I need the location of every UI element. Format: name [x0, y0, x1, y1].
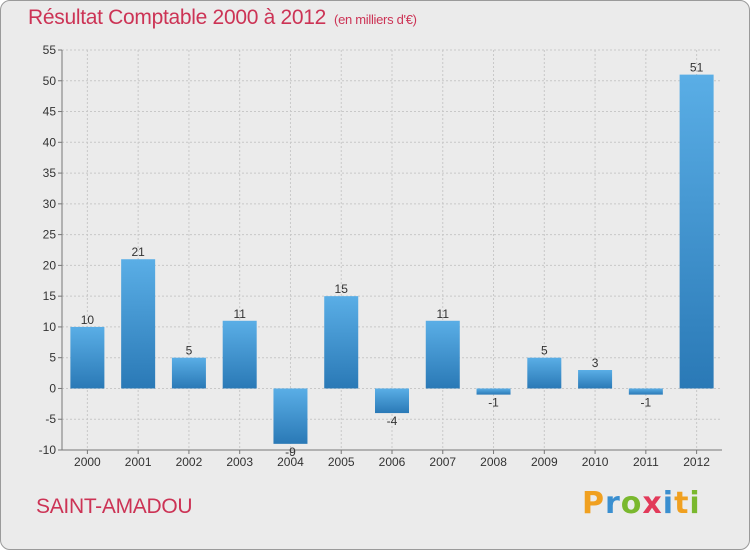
logo-letter: o: [620, 486, 643, 521]
data-label: 11: [233, 307, 246, 321]
logo-letter: i: [662, 486, 675, 521]
bar: [222, 320, 257, 389]
bar: [679, 74, 714, 389]
y-tick-label: -5: [45, 412, 56, 426]
data-label: 5: [186, 344, 193, 358]
proxiti-logo: Proxiti: [582, 486, 701, 521]
data-label: 5: [541, 344, 548, 358]
data-label: -4: [387, 414, 398, 428]
data-label: -1: [641, 396, 652, 410]
data-label: 11: [437, 307, 450, 321]
logo-letter: x: [642, 486, 663, 521]
y-tick-label: 10: [43, 320, 57, 334]
x-tick-label: 2004: [277, 455, 304, 469]
y-tick-label: 0: [49, 381, 56, 395]
bar: [375, 388, 409, 414]
x-tick-label: 2000: [74, 455, 101, 469]
bar: [425, 320, 460, 389]
y-tick-label: 20: [43, 258, 57, 272]
logo-letter: t: [674, 486, 690, 521]
y-tick-label: -10: [39, 443, 57, 457]
y-tick-label: 25: [43, 228, 57, 242]
y-tick-label: 55: [43, 43, 57, 57]
y-tick-label: 35: [43, 166, 57, 180]
bar: [121, 259, 156, 389]
x-tick-label: 2009: [531, 455, 558, 469]
y-tick-label: 45: [43, 105, 57, 119]
x-tick-label: 2012: [683, 455, 710, 469]
bar: [324, 296, 359, 389]
x-tick-label: 2001: [125, 455, 152, 469]
logo-letter: r: [605, 486, 621, 521]
x-tick-label: 2006: [379, 455, 406, 469]
data-label: 15: [335, 282, 349, 296]
chart-title: Résultat Comptable 2000 à 2012 (en millie…: [28, 6, 417, 30]
bar: [70, 326, 105, 389]
unit-label: (en milliers d'€): [334, 12, 417, 27]
y-tick-label: 30: [43, 197, 57, 211]
bar: [578, 370, 613, 389]
bar: [628, 388, 663, 395]
y-tick-label: 50: [43, 74, 57, 88]
x-tick-label: 2011: [633, 455, 659, 469]
y-tick-label: 5: [49, 351, 56, 365]
x-tick-label: 2010: [582, 455, 609, 469]
data-label: 3: [592, 356, 599, 370]
data-label: -1: [488, 396, 499, 410]
x-tick-label: 2003: [226, 455, 253, 469]
bar: [476, 388, 511, 395]
logo-letter: i: [689, 486, 701, 521]
data-label: 51: [690, 61, 704, 75]
y-tick-label: 15: [43, 289, 57, 303]
bar: [527, 357, 562, 389]
data-label: 10: [81, 313, 95, 327]
title-text: Résultat Comptable 2000 à 2012: [28, 6, 327, 29]
x-tick-label: 2007: [429, 455, 456, 469]
data-label: 21: [131, 245, 145, 259]
x-tick-label: 2008: [480, 455, 507, 469]
y-tick-label: 40: [43, 135, 57, 149]
commune-name: SAINT-AMADOU: [36, 495, 193, 518]
data-label: -9: [285, 445, 296, 459]
x-tick-label: 2005: [328, 455, 355, 469]
x-tick-label: 2002: [176, 455, 203, 469]
logo-letter: P: [582, 486, 605, 521]
bar: [273, 388, 308, 444]
bar: [171, 357, 206, 389]
